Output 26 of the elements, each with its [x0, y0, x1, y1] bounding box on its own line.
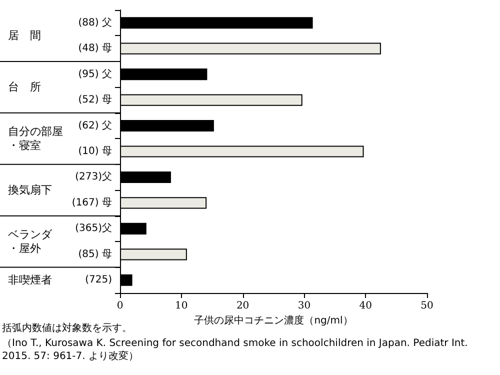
y-tick-label: (725): [85, 274, 112, 286]
text: 非喫煙者: [8, 274, 52, 287]
y-tick-label: (62) 父: [78, 119, 112, 132]
x-axis-title: 子供の尿中コチニン濃度（ng/ml）: [194, 314, 353, 326]
y-tick-label: (85) 母: [78, 248, 112, 260]
y-tick-label: (365)父: [75, 222, 112, 234]
text: （Ino T., Kurosawa K. Screening for secondhand smoke in schoolchildren in Japan. Pediatr Int. 2015. 57: 961-7. より改変）: [2, 338, 472, 362]
text: 台 所: [8, 80, 41, 94]
x-tick-label: 30: [298, 300, 311, 312]
text: 括弧内数値は対象数を示す。: [2, 322, 132, 334]
text: 換気扇下: [8, 184, 52, 197]
x-tick-label: 20: [236, 300, 250, 312]
text: 居 間: [8, 29, 41, 42]
y-tick-label: (273)父: [75, 170, 112, 183]
text: ベランダ・屋外: [8, 228, 53, 256]
y-tick-label: (167) 母: [72, 197, 112, 208]
y-tick-label: (95) 父: [78, 68, 112, 80]
x-tick-label: 10: [175, 300, 188, 312]
text: 自分の部屋・寝室: [8, 125, 63, 152]
y-tick-label: (10) 母: [78, 146, 112, 157]
y-tick-label: (52) 母: [78, 94, 112, 106]
y-tick-label: (88) 父: [78, 16, 112, 28]
x-tick-label: 40: [359, 300, 372, 312]
y-tick-label: (48) 母: [78, 43, 112, 54]
x-tick-label: 0: [116, 300, 124, 312]
x-tick-label: 50: [420, 300, 434, 312]
